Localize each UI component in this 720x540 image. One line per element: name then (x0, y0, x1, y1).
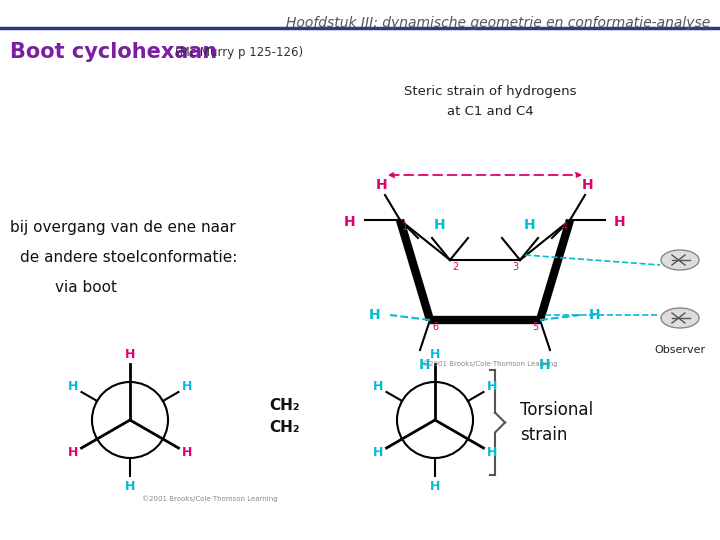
Text: H: H (373, 447, 383, 460)
Text: at C1 and C4: at C1 and C4 (446, 105, 534, 118)
Text: H: H (68, 447, 78, 460)
Text: 2: 2 (452, 262, 458, 272)
Text: Boot cyclohexaan: Boot cyclohexaan (10, 42, 217, 62)
Text: Hoofdstuk III: dynamische geometrie en conformatie-analyse: Hoofdstuk III: dynamische geometrie en c… (286, 16, 710, 30)
Text: strain: strain (520, 426, 567, 444)
Ellipse shape (661, 250, 699, 270)
Text: H: H (182, 381, 192, 394)
Text: de andere stoelconformatie:: de andere stoelconformatie: (20, 250, 238, 265)
Text: H: H (182, 447, 192, 460)
Ellipse shape (661, 308, 699, 328)
Text: H: H (614, 215, 626, 229)
Text: Torsional: Torsional (520, 401, 593, 419)
Text: 5: 5 (532, 322, 538, 332)
Text: H: H (539, 358, 551, 372)
Text: via boot: via boot (55, 280, 117, 295)
Text: ©2001 Brooks/Cole·Thomson Learning: ©2001 Brooks/Cole·Thomson Learning (142, 495, 278, 502)
Text: 1: 1 (402, 222, 408, 232)
Text: H: H (344, 215, 356, 229)
Text: H: H (373, 381, 383, 394)
Text: CH₂: CH₂ (270, 421, 300, 435)
Text: H: H (68, 381, 78, 394)
Text: (Mc Murry p 125-126): (Mc Murry p 125-126) (175, 46, 303, 59)
Text: H: H (430, 348, 440, 361)
Text: 4: 4 (562, 222, 568, 232)
Text: Steric strain of hydrogens: Steric strain of hydrogens (404, 85, 576, 98)
Text: H: H (589, 308, 600, 322)
Text: H: H (582, 178, 594, 192)
Text: H: H (430, 480, 440, 492)
Text: Observer: Observer (654, 345, 706, 355)
Text: 6: 6 (432, 322, 438, 332)
Text: ©2001 Brooks/Cole·Thomson Learning: ©2001 Brooks/Cole·Thomson Learning (422, 360, 558, 367)
Text: bij overgang van de ene naar: bij overgang van de ene naar (10, 220, 235, 235)
Text: H: H (376, 178, 388, 192)
Text: H: H (487, 447, 498, 460)
Text: H: H (487, 381, 498, 394)
Text: H: H (369, 308, 381, 322)
Text: CH₂: CH₂ (270, 397, 300, 413)
Text: H: H (434, 218, 446, 232)
Text: 3: 3 (512, 262, 518, 272)
Text: H: H (524, 218, 536, 232)
Text: H: H (125, 480, 135, 492)
Text: H: H (419, 358, 431, 372)
Text: H: H (125, 348, 135, 361)
